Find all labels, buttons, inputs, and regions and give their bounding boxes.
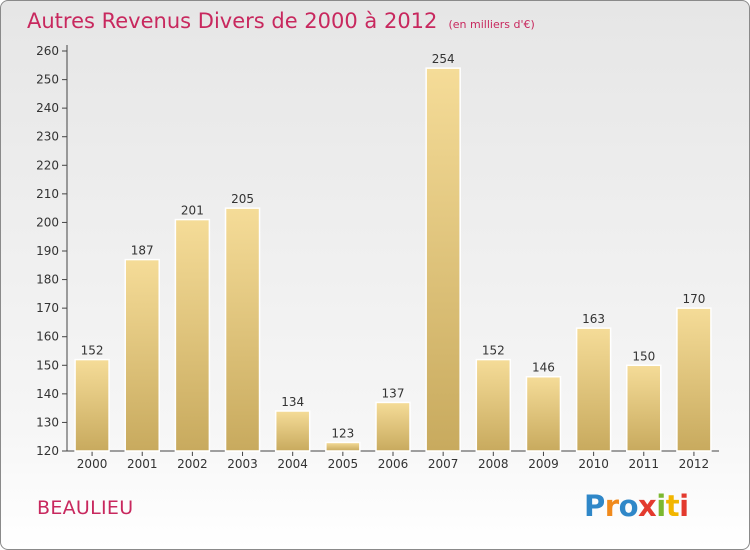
y-tick-label: 130 (36, 415, 59, 429)
bar-2002 (174, 218, 211, 452)
value-label-2012: 170 (682, 292, 705, 306)
y-tick-label: 190 (36, 244, 59, 258)
value-label-2000: 152 (81, 344, 104, 358)
value-label-2006: 137 (382, 386, 405, 400)
y-tick-label: 230 (36, 130, 59, 144)
logo-letter: i (679, 489, 689, 523)
value-label-2010: 163 (582, 312, 605, 326)
x-tick-label: 2006 (378, 457, 409, 471)
value-label-2003: 205 (231, 192, 254, 206)
y-tick-label: 180 (36, 273, 59, 287)
title-row: Autres Revenus Divers de 2000 à 2012 (en… (27, 9, 535, 33)
bar-2006 (375, 401, 411, 452)
y-tick-label: 160 (36, 330, 59, 344)
value-label-2005: 123 (331, 426, 354, 440)
x-tick-label: 2003 (227, 457, 258, 471)
bar-2009 (525, 375, 562, 452)
bar-2010 (575, 327, 612, 452)
logo-letter: r (604, 489, 619, 523)
y-tick-label: 200 (36, 215, 59, 229)
y-tick-label: 250 (36, 73, 59, 87)
y-tick-label: 150 (36, 358, 59, 372)
commune-name: BEAULIEU (37, 497, 134, 519)
bar-2005 (325, 441, 361, 452)
x-tick-label: 2000 (77, 457, 108, 471)
bar-2008 (475, 358, 512, 452)
y-tick-label: 210 (36, 187, 59, 201)
y-tick-label: 120 (36, 444, 59, 458)
value-label-2001: 187 (131, 244, 154, 258)
bar-2012 (676, 307, 712, 452)
y-tick-label: 220 (36, 158, 59, 172)
bar-2003 (224, 207, 261, 452)
value-label-2008: 152 (482, 344, 505, 358)
logo-letter: x (638, 489, 657, 523)
proxiti-logo[interactable]: Proxiti (584, 489, 689, 523)
x-tick-label: 2001 (127, 457, 158, 471)
bar-2004 (274, 410, 311, 452)
bar-2007 (425, 67, 461, 452)
value-label-2002: 201 (181, 204, 204, 218)
bar-2011 (626, 364, 662, 452)
chart-title: Autres Revenus Divers de 2000 à 2012 (27, 9, 438, 33)
x-tick-label: 2011 (628, 457, 659, 471)
x-tick-label: 2008 (478, 457, 509, 471)
y-tick-label: 140 (36, 387, 59, 401)
logo-letter: o (618, 489, 639, 523)
value-label-2004: 134 (281, 395, 304, 409)
chart-subtitle: (en milliers d'€) (448, 18, 535, 31)
y-tick-label: 170 (36, 301, 59, 315)
logo-letter: i (656, 489, 666, 523)
x-tick-label: 2012 (679, 457, 710, 471)
bar-2001 (124, 258, 160, 452)
y-tick-label: 240 (36, 101, 59, 115)
logo-letter: t (665, 489, 680, 523)
value-label-2009: 146 (532, 361, 555, 375)
value-label-2011: 150 (632, 349, 655, 363)
logo-letter: P (584, 489, 605, 523)
value-label-2007: 254 (432, 52, 455, 66)
x-tick-label: 2009 (528, 457, 559, 471)
x-tick-label: 2007 (428, 457, 459, 471)
x-tick-label: 2002 (177, 457, 208, 471)
y-tick-label: 260 (36, 44, 59, 58)
x-tick-label: 2010 (578, 457, 609, 471)
x-tick-label: 2005 (328, 457, 359, 471)
bar-2000 (74, 358, 110, 452)
x-tick-label: 2004 (277, 457, 308, 471)
